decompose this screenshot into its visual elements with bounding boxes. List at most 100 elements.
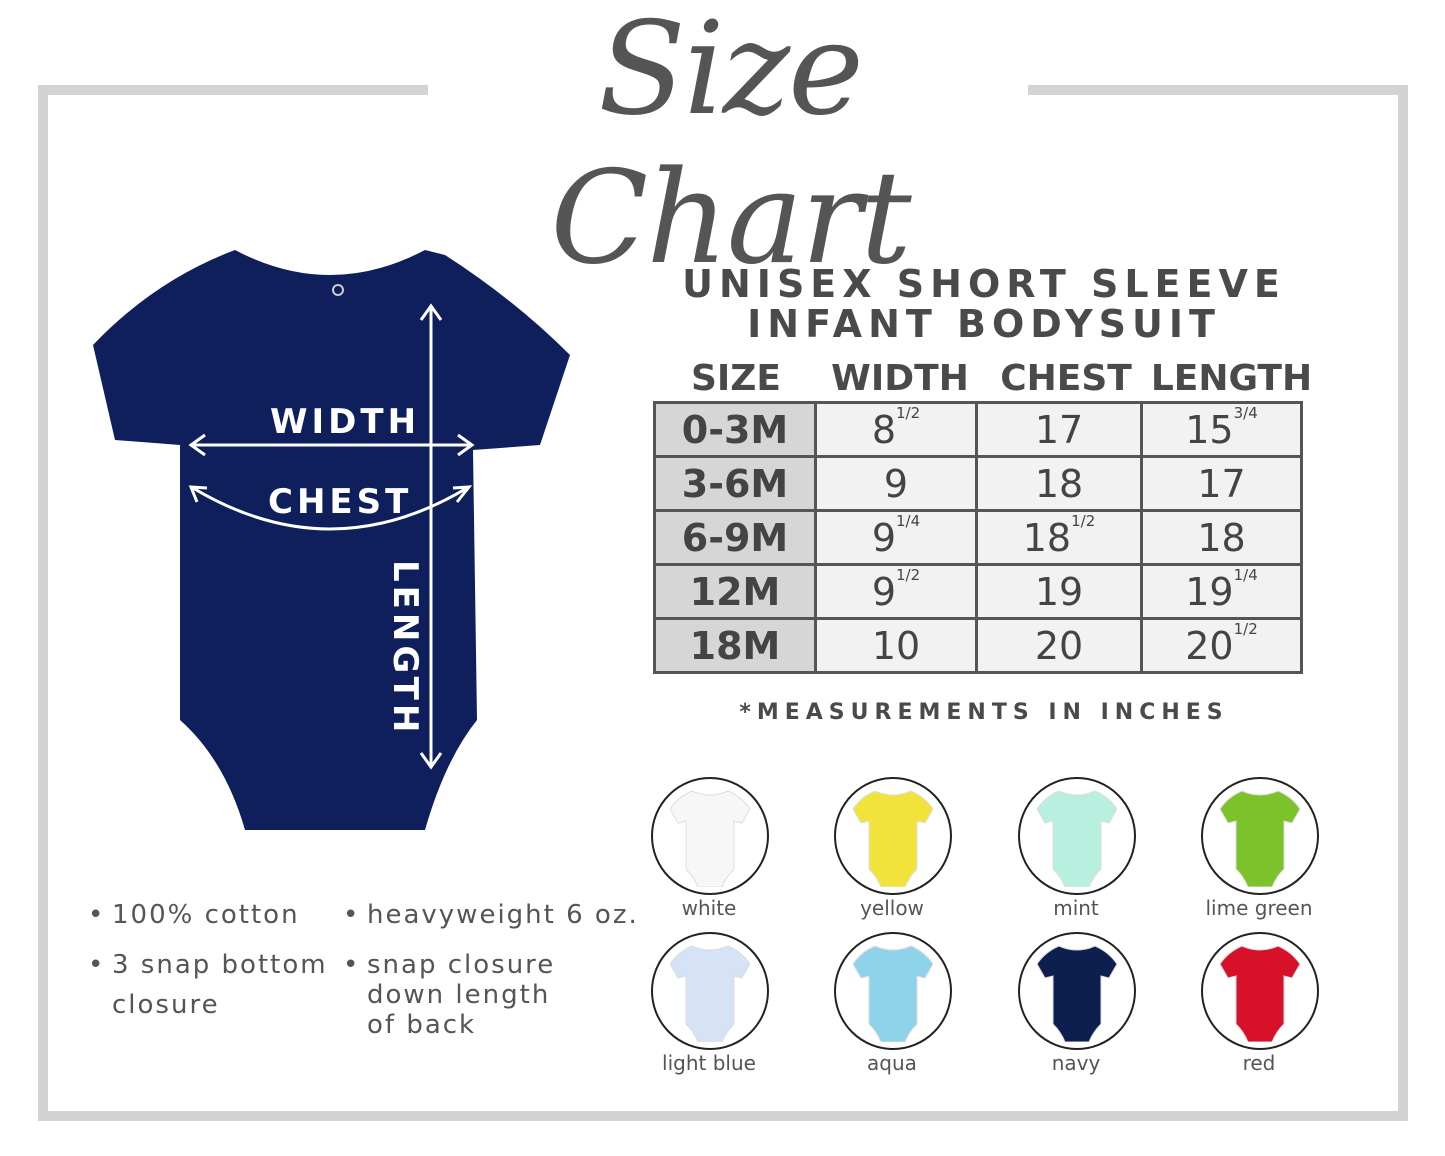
- width-cell: 10: [814, 617, 978, 674]
- fraction: 3/4: [1233, 403, 1258, 422]
- bodysuit-icon: [670, 790, 750, 887]
- header-length: LENGTH: [1150, 358, 1313, 399]
- feature-text: • 3 snap bottom: [88, 950, 328, 980]
- value: 19: [1185, 569, 1234, 614]
- header-chest: CHEST: [1000, 358, 1132, 399]
- bodysuit-icon: [1220, 945, 1300, 1042]
- bodysuit-icon: [670, 945, 750, 1042]
- bodysuit-icon: [1220, 790, 1300, 887]
- table-row: 0-3M 81/2 17 153/4: [653, 401, 1303, 458]
- color-label: light blue: [662, 1051, 756, 1075]
- value: 9: [871, 569, 897, 614]
- feature-text: down length: [367, 980, 551, 1010]
- chest-cell: 181/2: [975, 509, 1143, 566]
- chest-cell: 20: [975, 617, 1143, 674]
- size-cell: 12M: [653, 563, 817, 620]
- snap-icon: [332, 284, 344, 296]
- color-label: yellow: [860, 896, 924, 920]
- table-title-line2: INFANT BODYSUIT: [747, 302, 1221, 346]
- bodysuit-diagram: [93, 250, 570, 830]
- length-cell: 17: [1140, 455, 1303, 512]
- fraction: 1/2: [896, 565, 921, 584]
- value: 17: [1034, 407, 1084, 452]
- color-label: mint: [1053, 896, 1099, 920]
- color-swatch-light-blue[interactable]: [651, 932, 769, 1050]
- bodysuit-image: [93, 250, 570, 830]
- measurement-arrows: [188, 303, 475, 770]
- color-swatch-yellow[interactable]: [834, 777, 952, 895]
- width-cell: 9: [814, 455, 978, 512]
- fraction: 1/2: [896, 403, 921, 422]
- chest-cell: 18: [975, 455, 1143, 512]
- feature-text: of back: [367, 1010, 477, 1040]
- chest-cell: 17: [975, 401, 1143, 458]
- bodysuit-icon: [853, 790, 933, 887]
- width-cell: 91/4: [814, 509, 978, 566]
- size-cell: 18M: [653, 617, 817, 674]
- header-width: WIDTH: [831, 358, 969, 399]
- fraction: 1/4: [896, 511, 921, 530]
- length-cell: 191/4: [1140, 563, 1303, 620]
- fraction: 1/2: [1071, 511, 1096, 530]
- color-label: aqua: [867, 1051, 917, 1075]
- table-row: 12M 91/2 19 191/4: [653, 563, 1303, 620]
- length-cell: 18: [1140, 509, 1303, 566]
- fraction: 1/4: [1233, 565, 1258, 584]
- value: 8: [871, 407, 897, 452]
- header-size: SIZE: [690, 358, 782, 399]
- width-cell: 81/2: [814, 401, 978, 458]
- color-swatch-mint[interactable]: [1018, 777, 1136, 895]
- size-cell: 6-9M: [653, 509, 817, 566]
- feature-text: • 100% cotton: [88, 900, 300, 930]
- title-backdrop: [428, 70, 1028, 110]
- value: 20: [1034, 623, 1084, 668]
- size-cell: 0-3M: [653, 401, 817, 458]
- color-swatch-navy[interactable]: [1018, 932, 1136, 1050]
- color-swatch-red[interactable]: [1201, 932, 1319, 1050]
- table-row: 18M 10 20 201/2: [653, 617, 1303, 674]
- feature-item: • 100% cotton: [88, 900, 300, 930]
- length-cell: 201/2: [1140, 617, 1303, 674]
- bodysuit-icon: [853, 945, 933, 1042]
- size-table: 0-3M 81/2 17 153/4 3-6M 9 18 17 6-9M 91/4 181/2 18 1…: [653, 401, 1303, 674]
- value: 18: [1197, 515, 1246, 560]
- chest-cell: 19: [975, 563, 1143, 620]
- value: 19: [1034, 569, 1084, 614]
- color-label: lime green: [1205, 896, 1313, 920]
- width-cell: 91/2: [814, 563, 978, 620]
- chest-label: CHEST: [268, 482, 413, 522]
- value: 10: [871, 623, 921, 668]
- feature-item: • heavyweight 6 oz.: [343, 900, 639, 930]
- feature-text: • heavyweight 6 oz.: [343, 900, 639, 930]
- color-swatch-lime-green[interactable]: [1201, 777, 1319, 895]
- page-title: Size Chart: [550, 0, 911, 293]
- size-cell: 3-6M: [653, 455, 817, 512]
- value: 9: [883, 461, 909, 506]
- value: 20: [1185, 623, 1234, 668]
- table-row: 6-9M 91/4 181/2 18: [653, 509, 1303, 566]
- color-swatch-white[interactable]: [651, 777, 769, 895]
- table-title-line1: UNISEX SHORT SLEEVE: [682, 262, 1286, 306]
- value: 17: [1197, 461, 1246, 506]
- color-label: white: [681, 896, 737, 920]
- width-label: WIDTH: [270, 402, 421, 442]
- value: 18: [1034, 461, 1084, 506]
- feature-text: closure: [112, 990, 220, 1020]
- length-cell: 153/4: [1140, 401, 1303, 458]
- length-label: LENGTH: [385, 560, 425, 737]
- fraction: 1/2: [1233, 619, 1258, 638]
- feature-text: • snap closure: [343, 950, 556, 980]
- value: 9: [871, 515, 897, 560]
- table-row: 3-6M 9 18 17: [653, 455, 1303, 512]
- feature-item: • snap closure down length of back: [343, 950, 555, 1040]
- color-label: red: [1242, 1051, 1276, 1075]
- color-label: navy: [1051, 1051, 1101, 1075]
- measurement-note: *MEASUREMENTS IN INCHES: [739, 700, 1229, 725]
- bodysuit-icon: [1037, 945, 1117, 1042]
- value: 18: [1022, 515, 1072, 560]
- bodysuit-icon: [1037, 790, 1117, 887]
- value: 15: [1185, 407, 1234, 452]
- color-swatch-aqua[interactable]: [834, 932, 952, 1050]
- feature-item: • 3 snap bottom closure: [88, 950, 328, 1020]
